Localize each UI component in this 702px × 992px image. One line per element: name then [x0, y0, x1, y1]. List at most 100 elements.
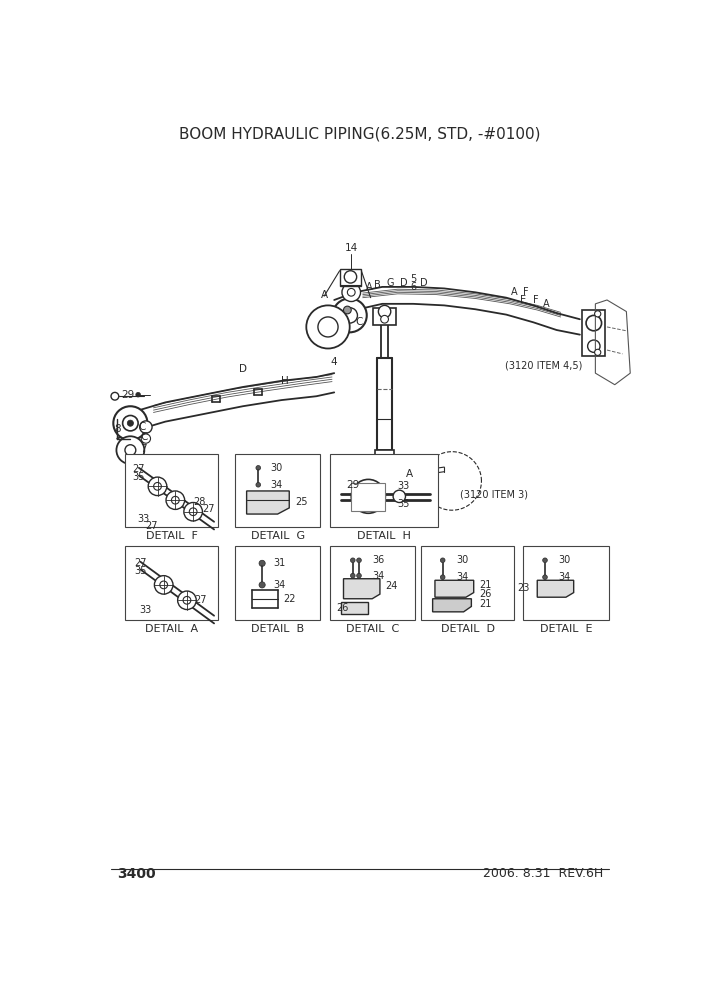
Circle shape — [171, 496, 179, 504]
Text: H: H — [282, 376, 289, 386]
Text: 2006. 8.31  REV.6H: 2006. 8.31 REV.6H — [483, 867, 603, 880]
Bar — [582, 310, 605, 356]
Text: A: A — [321, 290, 328, 300]
Text: 33: 33 — [139, 604, 151, 614]
Bar — [125, 454, 218, 527]
Text: 30: 30 — [270, 463, 282, 473]
Circle shape — [351, 479, 385, 513]
Text: 27: 27 — [145, 521, 158, 531]
Text: 8: 8 — [114, 425, 121, 434]
Bar — [340, 269, 362, 286]
Text: 29: 29 — [346, 480, 359, 490]
Circle shape — [140, 421, 152, 434]
Text: DETAIL  H: DETAIL H — [357, 532, 411, 542]
Circle shape — [588, 340, 600, 352]
Circle shape — [543, 575, 548, 579]
Bar — [379, 465, 390, 479]
Circle shape — [586, 315, 602, 330]
Text: 26: 26 — [336, 603, 348, 613]
Text: 27: 27 — [194, 595, 207, 605]
Text: 25: 25 — [296, 497, 308, 507]
Circle shape — [595, 349, 601, 355]
Circle shape — [595, 310, 601, 316]
Text: DETAIL  E: DETAIL E — [540, 624, 592, 634]
Text: 35: 35 — [133, 472, 145, 482]
Circle shape — [259, 582, 265, 588]
Polygon shape — [432, 599, 471, 612]
Circle shape — [160, 581, 168, 588]
Circle shape — [378, 467, 391, 479]
Text: 31: 31 — [274, 558, 286, 568]
Text: 14: 14 — [345, 243, 358, 253]
Bar — [235, 547, 320, 620]
Circle shape — [190, 508, 197, 516]
Text: C: C — [138, 422, 146, 433]
Text: DETAIL  D: DETAIL D — [440, 624, 494, 634]
Bar — [329, 547, 415, 620]
Text: F: F — [523, 288, 529, 298]
Circle shape — [306, 306, 350, 348]
Circle shape — [154, 575, 173, 594]
Text: 36: 36 — [372, 556, 385, 565]
Text: 33: 33 — [138, 515, 150, 525]
Circle shape — [440, 575, 445, 579]
Circle shape — [378, 306, 391, 317]
Circle shape — [256, 465, 260, 470]
Circle shape — [117, 436, 145, 464]
Text: BOOM HYDRAULIC PIPING(6.25M, STD, -#0100): BOOM HYDRAULIC PIPING(6.25M, STD, -#0100… — [179, 127, 541, 142]
Text: 34: 34 — [558, 572, 571, 582]
Circle shape — [342, 283, 361, 302]
Circle shape — [166, 491, 185, 510]
Text: D: D — [400, 278, 408, 288]
Text: 35: 35 — [134, 566, 147, 576]
Circle shape — [342, 308, 357, 323]
Text: A: A — [543, 299, 550, 309]
Circle shape — [154, 482, 161, 490]
Circle shape — [357, 479, 364, 487]
Circle shape — [440, 558, 445, 562]
Text: F: F — [533, 295, 538, 305]
Text: DETAIL  A: DETAIL A — [145, 624, 198, 634]
Text: C: C — [355, 317, 363, 327]
Circle shape — [183, 596, 191, 604]
Circle shape — [543, 558, 548, 562]
Circle shape — [127, 420, 133, 427]
Text: 7: 7 — [140, 443, 147, 453]
Text: DETAIL  B: DETAIL B — [251, 624, 304, 634]
Circle shape — [347, 289, 355, 297]
Text: D: D — [239, 364, 246, 374]
Text: 34: 34 — [274, 580, 286, 590]
Bar — [376, 450, 394, 465]
Polygon shape — [435, 580, 474, 597]
Bar — [125, 547, 218, 620]
Text: DETAIL  F: DETAIL F — [145, 532, 197, 542]
Text: C: C — [140, 433, 148, 442]
Circle shape — [344, 271, 357, 283]
Circle shape — [135, 393, 140, 397]
Text: 21: 21 — [479, 580, 491, 590]
Circle shape — [333, 299, 366, 332]
Text: 34: 34 — [270, 480, 282, 490]
Circle shape — [178, 591, 197, 609]
Text: 27: 27 — [202, 504, 215, 515]
Circle shape — [357, 573, 362, 578]
Bar — [373, 308, 396, 324]
Circle shape — [350, 558, 355, 562]
Text: (3120 ITEM 3): (3120 ITEM 3) — [460, 490, 528, 500]
Text: B: B — [374, 281, 381, 291]
Text: 27: 27 — [134, 558, 147, 568]
Circle shape — [393, 490, 406, 503]
Polygon shape — [246, 491, 289, 514]
Circle shape — [123, 416, 138, 431]
Text: 30: 30 — [456, 556, 468, 565]
Text: 22: 22 — [283, 594, 296, 604]
Text: D: D — [420, 278, 427, 288]
Text: DETAIL  C: DETAIL C — [345, 624, 399, 634]
Circle shape — [113, 407, 147, 440]
Text: 3400: 3400 — [117, 867, 156, 881]
Text: G: G — [386, 278, 394, 288]
Text: 28: 28 — [193, 497, 206, 507]
Circle shape — [343, 307, 351, 313]
Text: 34: 34 — [372, 570, 385, 580]
Circle shape — [318, 316, 338, 337]
